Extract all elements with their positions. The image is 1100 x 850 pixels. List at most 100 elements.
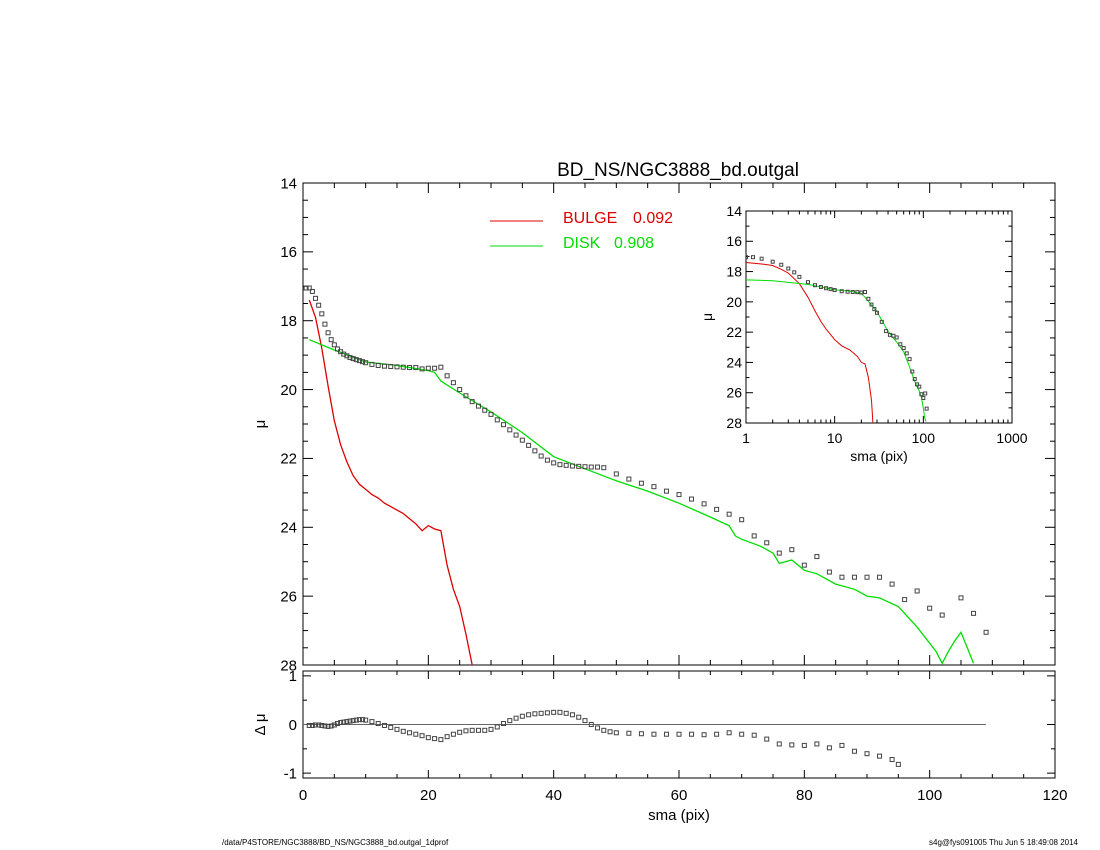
series-group <box>303 709 987 767</box>
data-point <box>569 463 575 469</box>
y-tick-label: 20 <box>726 294 742 310</box>
data-point <box>789 742 795 748</box>
data-point <box>651 731 657 737</box>
data-point <box>360 359 366 365</box>
data-point <box>325 330 331 336</box>
data-point <box>828 287 833 292</box>
data-point <box>538 453 544 459</box>
y-tick-label: -1 <box>284 765 297 782</box>
data-point <box>826 569 832 575</box>
bulge-profile-line <box>746 262 874 423</box>
data-point <box>919 392 924 397</box>
data-point <box>413 365 419 371</box>
data-point <box>917 384 922 389</box>
data-point <box>313 722 319 728</box>
y-tick-label: 14 <box>726 203 742 219</box>
data-point <box>513 432 519 438</box>
data-point <box>425 365 431 371</box>
x-tick-label: 1 <box>742 430 750 446</box>
data-point <box>789 547 795 553</box>
data-point <box>923 391 928 396</box>
data-point <box>563 462 569 468</box>
data-point <box>316 722 322 728</box>
data-point <box>303 285 309 291</box>
data-point <box>551 709 557 715</box>
data-point <box>764 736 770 742</box>
data-point <box>347 355 353 361</box>
data-point <box>419 733 425 739</box>
data-point <box>432 736 438 742</box>
data-point <box>576 714 582 720</box>
y-tick-label: 22 <box>726 324 742 340</box>
data-point <box>851 748 857 754</box>
legend-disk-name: DISK <box>563 235 601 252</box>
data-point <box>557 462 563 468</box>
y-tick-label: 28 <box>280 657 297 674</box>
data-point <box>356 358 362 364</box>
inset-log-panel: 1 10 100 1000 14 16 18 20 22 24 26 28 sma (pix) μ <box>699 203 1028 464</box>
data-point <box>482 407 488 413</box>
data-point <box>425 735 431 741</box>
y-tick-label: 26 <box>280 588 297 605</box>
y-tick-label: 26 <box>726 385 742 401</box>
footer-timestamp: s4g@fys091005 Thu Jun 5 18:49:08 2014 <box>929 838 1078 847</box>
data-point <box>863 290 868 295</box>
data-point <box>322 321 328 327</box>
data-point <box>739 517 745 523</box>
y-tick-label: 16 <box>280 244 297 261</box>
data-point <box>601 465 607 471</box>
data-point <box>714 506 720 512</box>
data-point <box>438 364 444 370</box>
data-point <box>864 574 870 580</box>
data-point <box>839 574 845 580</box>
data-point <box>588 464 594 470</box>
data-point <box>369 719 375 725</box>
data-point <box>746 255 748 260</box>
footer-file-path: /data/P4STORE/NGC3888/BD_NS/NGC3888_bd.o… <box>222 838 449 847</box>
data-point <box>313 295 319 301</box>
data-point <box>884 329 889 334</box>
data-point <box>904 351 909 356</box>
data-point <box>488 726 494 732</box>
data-point <box>739 731 745 737</box>
data-point <box>381 722 387 728</box>
data-point <box>824 286 829 291</box>
series-group <box>303 285 989 665</box>
data-point <box>983 629 989 635</box>
data-point <box>306 285 312 291</box>
data-point <box>866 296 871 301</box>
data-point <box>444 734 450 740</box>
data-point <box>770 259 775 264</box>
bulge-profile-line <box>308 299 473 665</box>
data-point <box>714 731 720 737</box>
data-point <box>419 366 425 372</box>
data-point <box>927 605 933 611</box>
data-point <box>309 288 315 294</box>
data-point <box>501 422 507 428</box>
data-point <box>334 721 340 727</box>
data-point <box>689 496 695 502</box>
plot-frame <box>302 182 1056 666</box>
data-point <box>322 723 328 729</box>
data-point <box>319 722 325 728</box>
data-point <box>341 719 347 725</box>
data-point <box>751 533 757 539</box>
data-point <box>864 751 870 757</box>
data-point <box>331 342 337 348</box>
data-point <box>344 719 350 725</box>
data-point <box>582 464 588 470</box>
data-point <box>850 290 855 295</box>
y-axis-label: μ <box>699 313 715 321</box>
data-point <box>532 711 538 717</box>
y-tick-label: 14 <box>280 175 297 192</box>
data-point <box>363 717 369 723</box>
data-point <box>859 290 864 295</box>
data-point <box>356 717 362 723</box>
x-axis-label: sma (pix) <box>850 448 908 464</box>
disk-profile-line <box>309 339 975 665</box>
chart-title: BD_NS/NGC3888_bd.outgal <box>557 160 799 181</box>
data-point <box>388 364 394 370</box>
data-point <box>701 501 707 507</box>
data-point <box>801 742 807 748</box>
